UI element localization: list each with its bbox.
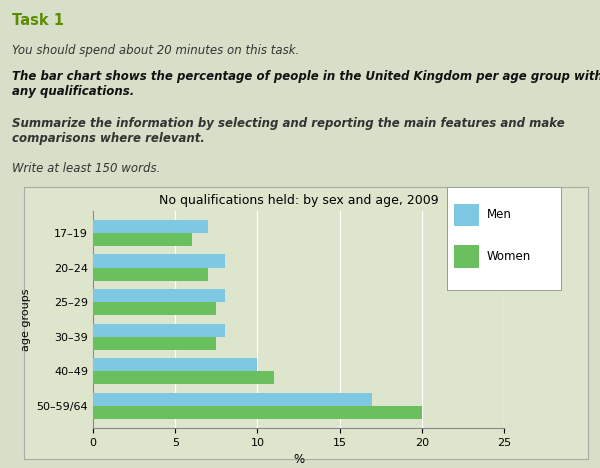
Bar bbox=[93, 302, 217, 315]
Bar bbox=[93, 358, 257, 371]
Bar bbox=[93, 323, 224, 336]
Text: Write at least 150 words.: Write at least 150 words. bbox=[12, 162, 160, 175]
Title: No qualifications held: by sex and age, 2009: No qualifications held: by sex and age, … bbox=[158, 194, 439, 207]
Text: Men: Men bbox=[487, 209, 512, 221]
Bar bbox=[93, 371, 274, 384]
Bar bbox=[93, 336, 217, 350]
Text: Women: Women bbox=[487, 250, 531, 263]
Bar bbox=[93, 406, 422, 419]
Text: You should spend about 20 minutes on this task.: You should spend about 20 minutes on thi… bbox=[12, 44, 299, 57]
Text: The bar chart shows the percentage of people in the United Kingdom per age group: The bar chart shows the percentage of pe… bbox=[12, 70, 600, 98]
X-axis label: %: % bbox=[293, 453, 304, 467]
Bar bbox=[454, 245, 479, 268]
Bar bbox=[93, 289, 224, 302]
Bar bbox=[93, 255, 224, 268]
Bar bbox=[93, 268, 208, 281]
Bar bbox=[454, 204, 479, 227]
Text: Task 1: Task 1 bbox=[12, 13, 64, 28]
Bar bbox=[93, 393, 373, 406]
Bar bbox=[93, 220, 208, 233]
Y-axis label: age groups: age groups bbox=[21, 288, 31, 351]
Text: Summarize the information by selecting and reporting the main features and make
: Summarize the information by selecting a… bbox=[12, 117, 565, 145]
Bar bbox=[93, 233, 191, 246]
